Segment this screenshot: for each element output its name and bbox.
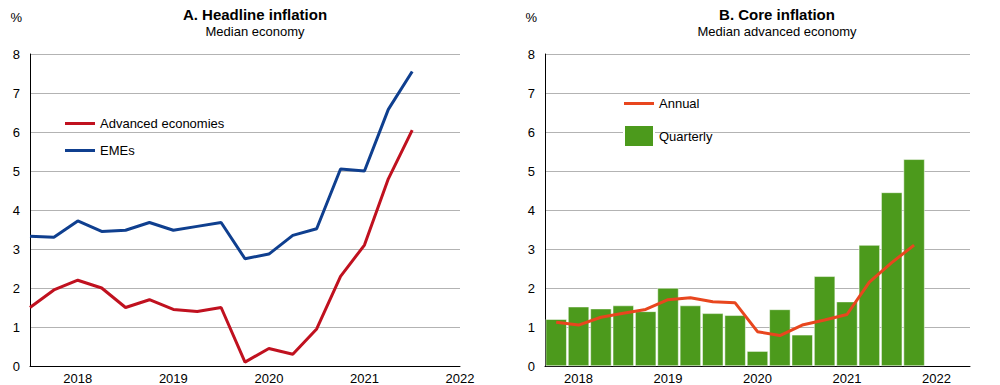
- svg-text:Annual: Annual: [659, 96, 700, 111]
- svg-text:B. Core inflation: B. Core inflation: [719, 6, 835, 23]
- svg-text:2022: 2022: [446, 371, 475, 385]
- svg-text:2: 2: [528, 281, 535, 296]
- svg-text:Advanced economies: Advanced economies: [100, 116, 225, 131]
- svg-text:5: 5: [528, 164, 535, 179]
- svg-text:%: %: [525, 10, 537, 25]
- svg-text:6: 6: [13, 125, 20, 140]
- svg-text:4: 4: [528, 203, 535, 218]
- svg-text:3: 3: [528, 242, 535, 257]
- svg-text:7: 7: [13, 86, 20, 101]
- svg-text:4: 4: [13, 203, 20, 218]
- svg-text:3: 3: [13, 242, 20, 257]
- svg-text:2021: 2021: [350, 371, 379, 385]
- svg-text:0: 0: [13, 359, 20, 374]
- svg-text:1: 1: [528, 320, 535, 335]
- svg-text:1: 1: [13, 320, 20, 335]
- svg-text:6: 6: [528, 125, 535, 140]
- svg-text:2: 2: [13, 281, 20, 296]
- svg-text:5: 5: [13, 164, 20, 179]
- svg-text:8: 8: [528, 47, 535, 62]
- svg-text:2018: 2018: [63, 371, 92, 385]
- svg-text:Median economy: Median economy: [206, 24, 305, 39]
- svg-text:Quarterly: Quarterly: [659, 129, 713, 144]
- svg-text:EMEs: EMEs: [100, 143, 135, 158]
- svg-text:2020: 2020: [254, 371, 283, 385]
- svg-text:2019: 2019: [159, 371, 188, 385]
- svg-text:2021: 2021: [833, 371, 862, 385]
- svg-text:Median advanced economy: Median advanced economy: [698, 24, 857, 39]
- svg-text:%: %: [10, 10, 22, 25]
- svg-text:2022: 2022: [922, 371, 951, 385]
- svg-text:A. Headline inflation: A. Headline inflation: [183, 6, 327, 23]
- svg-text:0: 0: [528, 359, 535, 374]
- svg-text:2018: 2018: [564, 371, 593, 385]
- svg-text:7: 7: [528, 86, 535, 101]
- svg-text:2019: 2019: [654, 371, 683, 385]
- svg-text:8: 8: [13, 47, 20, 62]
- svg-text:2020: 2020: [743, 371, 772, 385]
